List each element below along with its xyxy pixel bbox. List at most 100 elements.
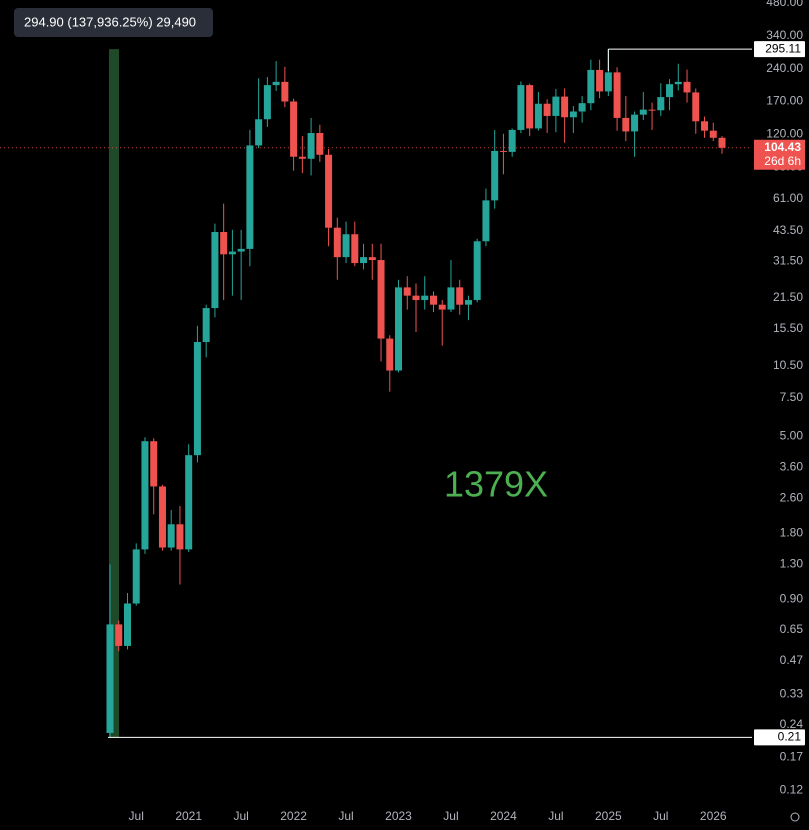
candle-body [325,154,333,228]
low-marker-label-box [754,729,805,746]
y-tick-label: 43.50 [773,223,803,237]
candle-body [167,524,175,548]
y-tick-label: 0.17 [780,750,804,764]
candle-body [491,150,499,201]
candle-body [176,524,184,550]
candle-body [237,248,245,252]
candle-body [316,132,324,155]
candle-body [569,111,577,118]
candle-body [228,251,236,255]
x-tick-label: 2022 [280,809,307,823]
last-price-label: 104.43 [764,140,801,154]
candle-body [333,227,341,258]
candle-body [290,101,298,157]
x-tick-label: Jul [443,809,458,823]
candle-body [596,69,604,92]
candle-body [709,130,717,138]
y-tick-label: 5.00 [780,429,804,443]
candle-body [351,234,359,264]
x-tick-label: Jul [653,809,668,823]
candle-body [464,300,472,305]
candle-body [386,338,394,371]
candle-body [622,117,630,132]
countdown-label: 26d 6h [764,154,801,168]
candle-body [473,241,481,301]
y-tick-label: 0.47 [780,653,804,667]
y-tick-label: 15.50 [773,321,803,335]
measure-label: 294.90 (137,936.25%) 29,490 [24,14,196,29]
candle-body [412,295,420,301]
annotation: 1379X [444,464,548,505]
candle-body [639,109,647,115]
candle-body [368,257,376,261]
candle-body [508,129,516,152]
y-tick-label: 340.00 [766,28,803,42]
candle-body [534,103,542,129]
y-tick-label: 240.00 [766,61,803,75]
candle-body [613,72,621,118]
y-tick-label: 31.50 [773,254,803,268]
y-tick-label: 2.60 [780,491,804,505]
candle-body [692,92,700,122]
y-tick-label: 170.00 [766,94,803,108]
y-tick-label: 0.65 [780,622,804,636]
candle-body [657,97,665,111]
candle-body [701,121,709,131]
candle-body [281,81,289,102]
candle-body [158,486,166,548]
y-tick-label: 120.00 [766,127,803,141]
candle-body [456,287,464,305]
candle-body [666,84,674,98]
candle-body [141,441,149,550]
y-tick-label: 0.90 [780,591,804,605]
low-marker-label: 0.21 [778,730,802,744]
candle-body [683,81,691,93]
candle-body [202,308,210,343]
settings-icon [790,812,800,822]
y-tick-label: 21.50 [773,290,803,304]
candle-body [499,150,507,152]
y-tick-label: 1.80 [780,526,804,540]
candle-body [377,260,385,339]
y-tick-label: 1.30 [780,556,804,570]
y-tick-label: 10.50 [773,358,803,372]
candle-body [132,549,140,604]
x-tick-label: 2023 [385,809,412,823]
y-tick-label: 7.50 [780,390,804,404]
measure-box [14,8,213,37]
candle-body [587,69,595,104]
measure-range [109,49,119,738]
candle-body [263,85,271,120]
x-tick-label: Jul [233,809,248,823]
x-tick-label: Jul [338,809,353,823]
high-marker-label: 295.11 [765,41,801,55]
x-tick-label: 2021 [175,809,202,823]
candle-body [123,603,131,646]
candle-body [648,109,656,111]
y-tick-label: 0.24 [780,717,804,731]
candle-body [447,287,455,310]
x-tick-label: Jul [548,809,563,823]
high-marker-label-box [754,41,805,58]
candle-body [395,287,403,371]
candle-body [674,81,682,85]
candle-body [272,81,280,86]
candle-body [185,455,193,550]
candle-body [604,72,612,92]
y-tick-label: 0.12 [780,783,804,797]
candle-body [298,156,306,159]
candle-body [307,132,315,159]
candle-body [150,441,158,487]
candle-body [631,114,639,132]
candle-body [438,304,446,310]
candle-body [552,96,560,116]
last-price-box [754,139,805,170]
candle-body [193,342,201,456]
candle-body [429,295,437,305]
candle-body [403,287,411,296]
candle-body [561,96,569,118]
candle-body [360,257,368,264]
x-tick-label: Jul [129,809,144,823]
y-tick-label: 0.33 [780,687,804,701]
